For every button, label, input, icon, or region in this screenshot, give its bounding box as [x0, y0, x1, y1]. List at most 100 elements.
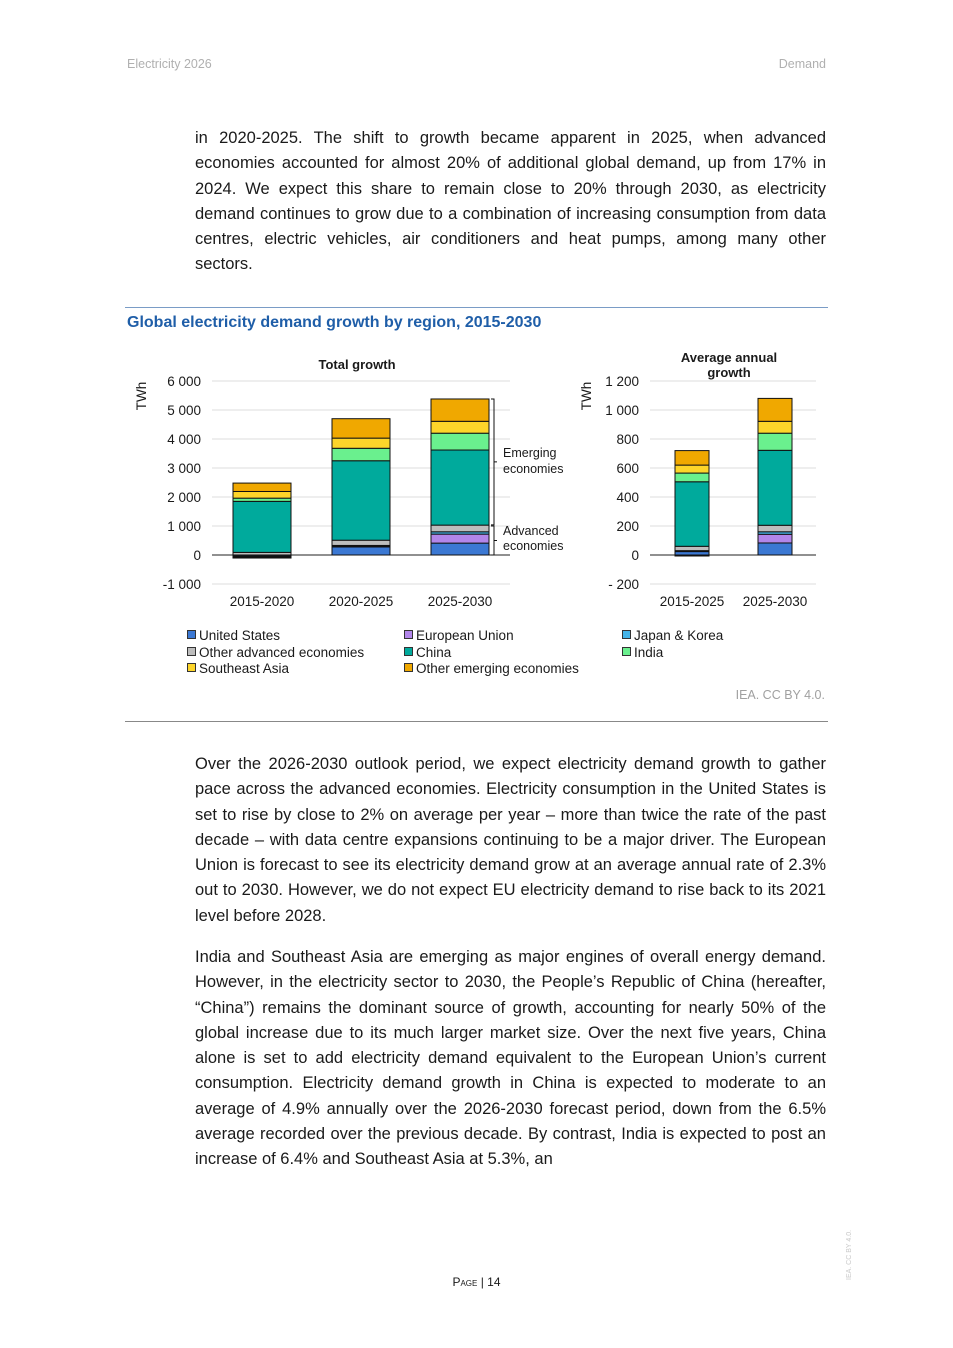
figure-bottom-rule: [125, 721, 828, 722]
bar-segment-china: [674, 481, 710, 547]
y-tick-label: 2 000: [167, 490, 201, 505]
page-number-value: 14: [487, 1275, 501, 1289]
bar-segment-other-emerging-economies: [331, 418, 391, 439]
y-tick-label: 6 000: [167, 374, 201, 389]
bar-segment-india: [674, 472, 710, 483]
bar-segment-southeast-asia: [430, 420, 490, 434]
bar-segment-other-emerging-economies: [232, 482, 292, 492]
legend-label: India: [634, 644, 664, 660]
x-tick-label: 2025-2030: [428, 594, 493, 609]
y-axis-label: TWh: [134, 382, 149, 411]
y-tick-label: 0: [193, 548, 201, 563]
annotation-advanced: economies: [503, 539, 563, 553]
annotation-advanced: Advanced: [503, 524, 559, 538]
legend-swatch: [404, 646, 413, 656]
y-tick-label: 400: [616, 490, 639, 505]
bar-segment-united-states: [331, 545, 391, 556]
bar-segment-other-emerging-economies: [757, 397, 793, 422]
legend-label: China: [416, 644, 452, 660]
y-tick-label: 1 000: [167, 519, 201, 534]
bar-segment-other-emerging-economies: [674, 450, 710, 466]
annotation-emerging: economies: [503, 462, 563, 476]
chart-title: Average annual: [681, 350, 777, 365]
bar-segment-other-advanced-economies: [331, 539, 391, 546]
side-credit: IEA. CC BY 4.0.: [846, 1229, 853, 1280]
y-tick-label: 800: [616, 432, 639, 447]
bar-segment-european-union: [674, 554, 710, 557]
x-tick-label: 2020-2025: [329, 594, 394, 609]
legend-swatch: [187, 630, 196, 639]
legend-swatch: [622, 646, 631, 656]
bar-segment-other-advanced-economies: [757, 524, 793, 533]
y-tick-label: - 200: [608, 577, 639, 592]
paragraph-advanced: Over the 2026-2030 outlook period, we ex…: [195, 755, 826, 925]
bar-segment-china: [430, 449, 490, 526]
bar-segment-southeast-asia: [674, 464, 710, 474]
legend-label: United States: [199, 628, 281, 643]
legend-label: European Union: [416, 628, 514, 643]
bar-segment-european-union: [757, 533, 793, 544]
y-tick-label: 600: [616, 461, 639, 476]
bracket-emerging: [491, 398, 497, 526]
bar-segment-india: [757, 432, 793, 451]
legend-item: Other emerging economies: [404, 661, 579, 677]
x-tick-label: 2025-2030: [743, 594, 808, 609]
y-tick-label: 1 000: [605, 403, 639, 418]
bar-segment-other-advanced-economies: [430, 524, 490, 533]
bar-segment-india: [331, 447, 391, 462]
bar-segment-united-states: [430, 542, 490, 556]
annotation-emerging: Emerging: [503, 446, 557, 460]
bar-segment-india: [430, 432, 490, 451]
figure-title: Global electricity demand growth by regi…: [127, 314, 542, 331]
header-section: Demand: [778, 57, 826, 71]
page-number: Page | 14: [452, 1275, 501, 1289]
legend-swatch: [187, 663, 196, 672]
bar-segment-european-union: [430, 533, 490, 544]
paragraph-emerging: India and Southeast Asia are emerging as…: [195, 948, 826, 1169]
figure-top-rule: [125, 307, 828, 308]
legend-label: Other emerging economies: [416, 661, 579, 676]
y-tick-label: -1 000: [163, 577, 201, 592]
legend-swatch: [187, 646, 196, 656]
x-tick-label: 2015-2020: [230, 594, 295, 609]
legend-item: Southeast Asia: [187, 661, 289, 677]
figure-credit: IEA. CC BY 4.0.: [735, 688, 825, 702]
legend-label: Southeast Asia: [199, 661, 290, 676]
legend-swatch: [404, 630, 413, 639]
bar-segment-southeast-asia: [757, 420, 793, 434]
legend-item: United States: [187, 628, 280, 644]
chart-title: growth: [707, 365, 750, 380]
bar-segment-southeast-asia: [232, 490, 292, 499]
bar-segment-japan-korea: [232, 556, 292, 559]
x-tick-label: 2015-2025: [660, 594, 725, 609]
legend-item: Japan & Korea: [622, 628, 723, 644]
y-tick-label: 5 000: [167, 403, 201, 418]
page-label: Page: [452, 1275, 478, 1289]
header-report-title: Electricity 2026: [127, 57, 212, 71]
y-tick-label: 4 000: [167, 432, 201, 447]
paragraph-intro: in 2020-2025. The shift to growth became…: [195, 129, 826, 274]
chart-title: Total growth: [318, 357, 395, 372]
bar-segment-china: [757, 449, 793, 526]
legend-item: European Union: [404, 628, 514, 644]
legend-swatch: [622, 630, 631, 639]
legend-item: Other advanced economies: [187, 645, 364, 661]
legend-item: India: [622, 645, 663, 661]
y-tick-label: 1 200: [605, 374, 639, 389]
bar-segment-other-advanced-economies: [674, 545, 710, 552]
legend-label: Japan & Korea: [634, 628, 724, 643]
y-tick-label: 0: [631, 548, 639, 563]
bar-segment-other-emerging-economies: [430, 398, 490, 422]
chart-svg: -1 000 0 1 000 2 000 3 000 4 000 5 000 6 000 TWh…: [134, 350, 816, 609]
y-tick-label: 3 000: [167, 461, 201, 476]
bar-segment-united-states: [757, 542, 793, 556]
bracket-advanced: [491, 525, 497, 556]
y-tick-label: 200: [616, 519, 639, 534]
bar-segment-china: [331, 460, 391, 541]
bar-segment-southeast-asia: [331, 437, 391, 449]
bar-segment-china: [232, 500, 292, 553]
y-axis-label: TWh: [579, 382, 594, 411]
legend-swatch: [404, 663, 413, 672]
legend-label: Other advanced economies: [199, 644, 365, 660]
